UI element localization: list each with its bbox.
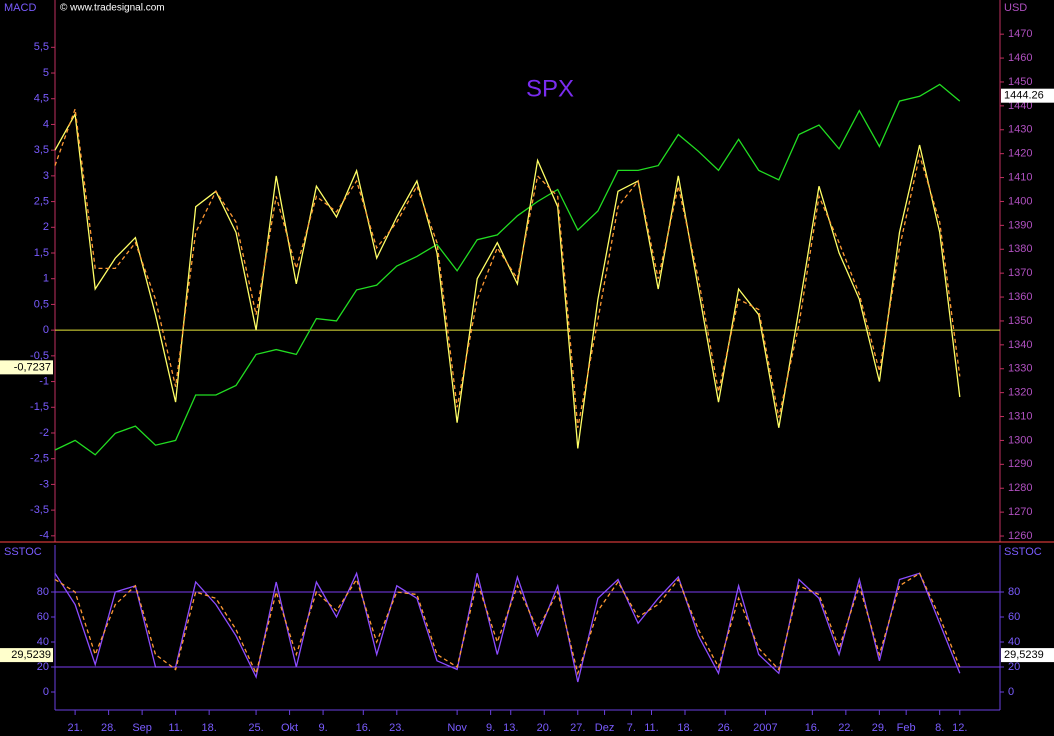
y-tick-label: -1,5: [30, 401, 49, 413]
y2-tick-label: 1460: [1008, 52, 1032, 64]
y2-tick-label: 1470: [1008, 28, 1032, 40]
y2-tick-label: 60: [1008, 611, 1020, 623]
y-tick-label: 2: [43, 221, 49, 233]
y-tick-label: 1,5: [34, 247, 49, 259]
x-tick-label: 2007: [753, 722, 777, 734]
x-tick-label: 18.: [202, 722, 217, 734]
x-tick-label: 16.: [356, 722, 371, 734]
y2-tick-label: 1330: [1008, 363, 1032, 375]
y2-tick-label: 80: [1008, 586, 1020, 598]
y-tick-label: -3: [39, 478, 49, 490]
y-tick-label: -0,5: [30, 350, 49, 362]
y-tick-label: 60: [37, 611, 49, 623]
last-value-label: 29,5239: [11, 649, 51, 661]
y2-tick-label: 20: [1008, 661, 1020, 673]
source: © www.tradesignal.com: [60, 3, 165, 14]
y-tick-label: -2: [39, 427, 49, 439]
y2-tick-label: 1400: [1008, 195, 1032, 207]
x-tick-label: 11.: [168, 722, 182, 734]
y-tick-label: 20: [37, 661, 49, 673]
y2-tick-label: 1280: [1008, 482, 1032, 494]
x-tick-label: 25.: [248, 722, 263, 734]
y-tick-label: 5,5: [34, 41, 49, 53]
y-tick-label: 1: [43, 273, 49, 285]
y-tick-label: 40: [37, 636, 49, 648]
x-tick-label: 28.: [101, 722, 116, 734]
y2-axis-label: USD: [1004, 2, 1027, 14]
x-tick-label: 11.: [644, 722, 658, 734]
line-series: [54, 108, 961, 428]
y2-tick-label: 1310: [1008, 410, 1032, 422]
x-tick-label: 20.: [537, 722, 552, 734]
y-tick-label: -3,5: [30, 504, 49, 516]
y2-tick-label: 1420: [1008, 148, 1032, 160]
y-tick-label: -2,5: [30, 453, 49, 465]
x-tick-label: 7.: [627, 722, 636, 734]
x-tick-label: 29.: [872, 722, 887, 734]
y2-tick-label: 1360: [1008, 291, 1032, 303]
x-tick-label: 8.: [935, 722, 944, 734]
y2-axis-label: SSTOC: [1004, 546, 1042, 558]
y-tick-label: 4,5: [34, 93, 49, 105]
last-value-box: [1001, 88, 1054, 103]
x-tick-label: 22.: [838, 722, 853, 734]
y2-tick-label: 0: [1008, 686, 1014, 698]
y2-tick-label: 1350: [1008, 315, 1032, 327]
y2-tick-label: 1300: [1008, 434, 1032, 446]
x-tick-label: Sep: [132, 722, 152, 734]
last-value-box: [1001, 648, 1054, 663]
y-tick-label: 2,5: [34, 195, 49, 207]
y2-tick-label: 1380: [1008, 243, 1032, 255]
x-tick-label: 12.: [952, 722, 967, 734]
y-tick-label: 0,5: [34, 298, 49, 310]
line-series: [54, 83, 961, 456]
x-tick-label: 23.: [389, 722, 404, 734]
y-tick-label: 0: [43, 324, 49, 336]
last-value-label: -0,7237: [14, 361, 51, 373]
y-tick-label: -1: [39, 375, 49, 387]
y-axis-label: SSTOC: [4, 546, 42, 558]
y2-tick-label: 1270: [1008, 506, 1032, 518]
y-tick-label: -4: [39, 530, 49, 542]
y2-tick-label: 1370: [1008, 267, 1032, 279]
y2-tick-label: 1410: [1008, 171, 1032, 183]
y2-tick-label: 1440: [1008, 100, 1032, 112]
x-tick-label: 18.: [677, 722, 692, 734]
x-tick-label: 26.: [718, 722, 733, 734]
y2-tick-label: 1450: [1008, 76, 1032, 88]
last-value-box: [0, 360, 53, 375]
y2-tick-label: 1340: [1008, 339, 1032, 351]
x-tick-label: 27.: [570, 722, 585, 734]
y-tick-label: 5: [43, 67, 49, 79]
line-series: [54, 572, 961, 676]
x-tick-label: 16.: [805, 722, 820, 734]
y-tick-label: 0: [43, 686, 49, 698]
x-tick-label: 13.: [503, 722, 518, 734]
last-value-label: 29,5239: [1004, 649, 1044, 661]
line-series: [54, 571, 961, 683]
y2-tick-label: 1260: [1008, 530, 1032, 542]
y-tick-label: 80: [37, 586, 49, 598]
x-tick-label: 21.: [67, 722, 82, 734]
x-tick-label: Okt: [281, 722, 298, 734]
y2-tick-label: 40: [1008, 636, 1020, 648]
y-axis-label: MACD: [4, 2, 36, 14]
x-tick-label: 9.: [318, 722, 327, 734]
y2-tick-label: 1320: [1008, 387, 1032, 399]
y-tick-label: 3: [43, 170, 49, 182]
y2-tick-label: 1390: [1008, 219, 1032, 231]
x-tick-label: Dez: [595, 722, 615, 734]
last-value-label: 1444.26: [1004, 90, 1044, 102]
x-tick-label: Nov: [447, 722, 467, 734]
y2-tick-label: 1430: [1008, 124, 1032, 136]
chart-title: SPX: [526, 75, 574, 102]
y-tick-label: 3,5: [34, 144, 49, 156]
x-tick-label: Feb: [897, 722, 916, 734]
last-value-box: [0, 648, 53, 663]
x-tick-label: 9.: [486, 722, 495, 734]
y2-tick-label: 1290: [1008, 458, 1032, 470]
y-tick-label: 4: [43, 118, 49, 130]
